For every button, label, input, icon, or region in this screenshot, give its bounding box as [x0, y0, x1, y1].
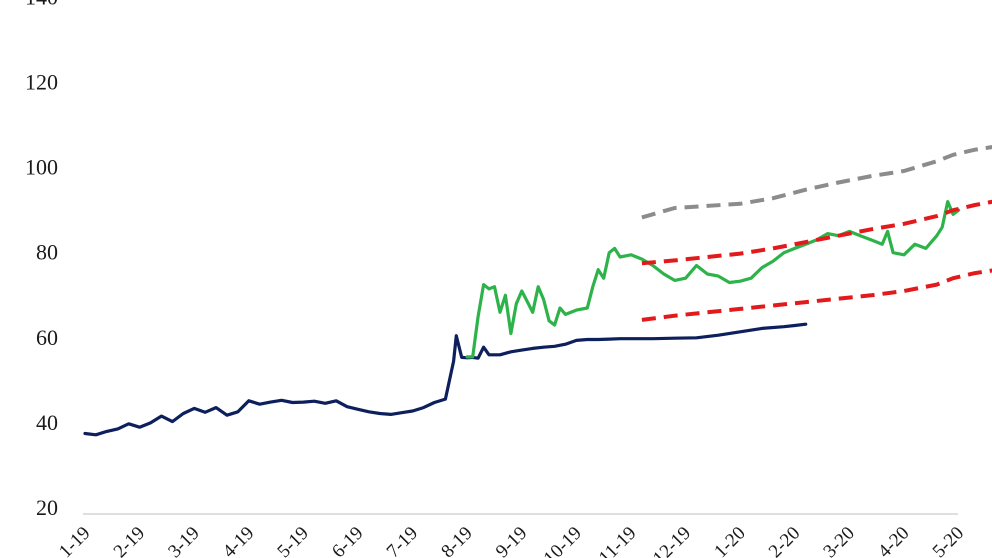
- series-line-3: [641, 145, 992, 220]
- x-tick-label: 1-19: [55, 523, 94, 558]
- x-tick-label: 8-19: [437, 523, 476, 558]
- x-tick-label: 9-19: [492, 523, 531, 558]
- x-tick-label: 3-19: [164, 523, 203, 558]
- x-tick-label: 1-20: [710, 523, 749, 558]
- x-tick-label: 12-19: [649, 523, 695, 558]
- x-axis-ticks: 1-19 2-19 3-19 4-19 5-19 6-19 7-19 8-19 9-19 10-1…: [55, 523, 968, 558]
- x-tick-label: 6-19: [328, 523, 367, 558]
- y-tick-label: 140: [25, 0, 58, 9]
- x-tick-label: 11-19: [595, 523, 641, 558]
- y-tick-label: 60: [36, 325, 58, 350]
- x-tick-label: 3-20: [819, 523, 858, 558]
- x-tick-label: 5-20: [929, 523, 968, 558]
- x-tick-label: 10-19: [540, 523, 586, 558]
- y-tick-label: 100: [25, 155, 58, 180]
- y-axis-ticks: 20 40 60 80 100 120 140: [25, 0, 58, 520]
- y-tick-label: 40: [36, 410, 58, 435]
- x-tick-label: 4-20: [874, 523, 913, 558]
- series-line-1: [83, 322, 808, 437]
- y-tick-label: 20: [36, 495, 58, 520]
- series-line-5: [641, 268, 992, 322]
- series-line-4: [641, 199, 992, 266]
- x-tick-label: 2-20: [765, 523, 804, 558]
- x-tick-label: 7-19: [383, 523, 422, 558]
- series-layer: [83, 145, 992, 437]
- x-tick-label: 5-19: [273, 523, 312, 558]
- y-tick-label: 80: [36, 240, 58, 265]
- series-line-2: [465, 200, 961, 359]
- x-tick-label: 2-19: [110, 523, 149, 558]
- y-tick-label: 120: [25, 70, 58, 95]
- x-tick-label: 4-19: [219, 523, 258, 558]
